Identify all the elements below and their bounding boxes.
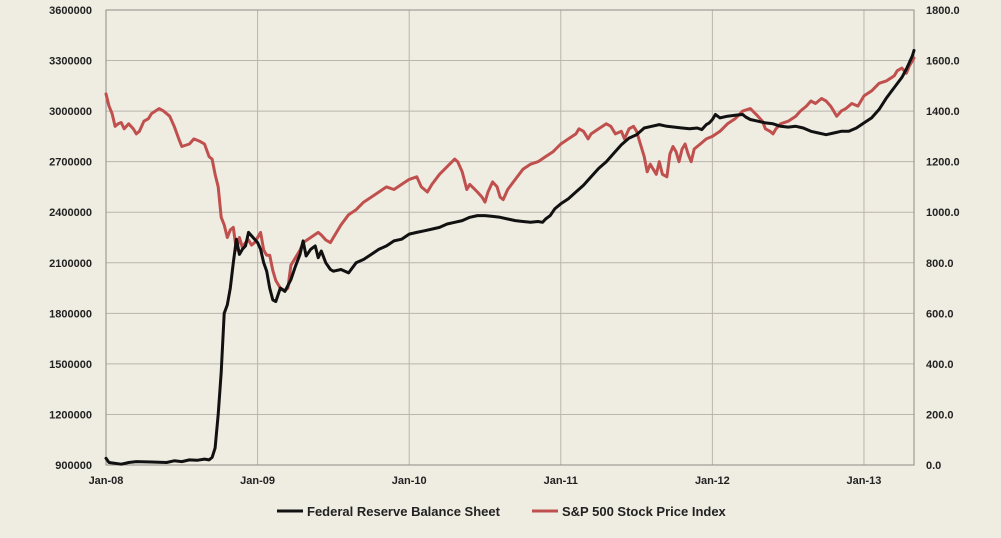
right-tick-label: 200.0	[926, 409, 954, 421]
x-axis: Jan-08 Jan-09 Jan-10 Jan-11 Jan-12 Jan-13	[89, 475, 882, 487]
x-tick-label: Jan-08	[89, 475, 124, 487]
legend: Federal Reserve Balance Sheet S&P 500 Sto…	[277, 504, 727, 519]
right-tick-label: 1800.0	[926, 5, 960, 17]
left-tick-label: 1800000	[49, 308, 92, 320]
left-tick-label: 3300000	[49, 56, 92, 68]
left-tick-label: 3600000	[49, 5, 92, 17]
left-tick-label: 900000	[55, 460, 92, 472]
right-tick-label: 1000.0	[926, 207, 960, 219]
left-tick-label: 2400000	[49, 207, 92, 219]
x-tick-label: Jan-11	[544, 475, 578, 487]
series-layer	[104, 48, 916, 466]
fed-balance-sheet-line	[104, 48, 916, 466]
legend-sp500-label: S&P 500 Stock Price Index	[562, 504, 727, 519]
right-tick-label: 1400.0	[926, 106, 960, 118]
x-tick-label: Jan-09	[240, 475, 275, 487]
plot-area	[105, 9, 915, 466]
right-tick-label: 800.0	[926, 258, 954, 270]
y-gridlines	[106, 9, 914, 466]
left-tick-label: 2100000	[49, 258, 92, 270]
left-tick-label: 2700000	[49, 157, 92, 169]
left-tick-label: 1200000	[49, 409, 92, 421]
left-axis: 900000 1200000 1500000 1800000 2100000 240000…	[49, 5, 92, 472]
right-tick-label: 1200.0	[926, 157, 960, 169]
left-tick-label: 3000000	[49, 106, 92, 118]
right-tick-label: 0.0	[926, 460, 941, 472]
x-tick-label: Jan-12	[695, 475, 730, 487]
right-tick-label: 600.0	[926, 308, 954, 320]
right-tick-label: 400.0	[926, 359, 954, 371]
x-tick-label: Jan-13	[847, 475, 882, 487]
right-tick-label: 1600.0	[926, 56, 960, 68]
sp500-line	[104, 56, 916, 293]
left-tick-label: 1500000	[49, 359, 92, 371]
legend-fed-balance-sheet-label: Federal Reserve Balance Sheet	[307, 504, 501, 519]
x-tick-label: Jan-10	[392, 475, 427, 487]
right-axis: 0.0 200.0 400.0 600.0 800.0 1000.0 1200.0 1400.…	[926, 5, 960, 472]
